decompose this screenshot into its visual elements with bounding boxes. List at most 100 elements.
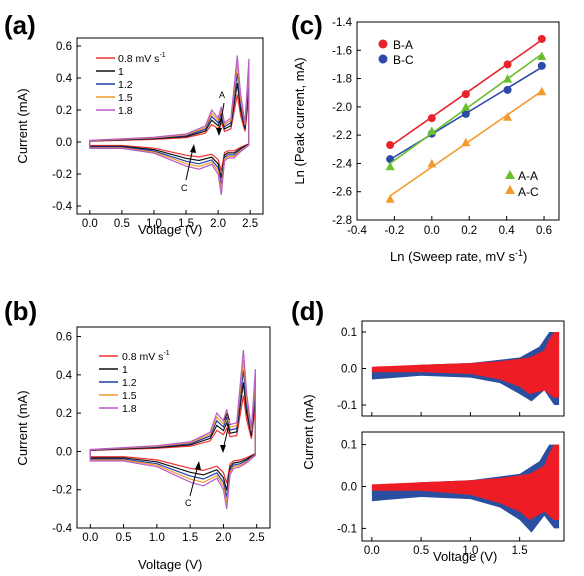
panel-d-ticks: 0.1 0.0 -0.1 0.1 0.0 -0.1 0.0 0.5 1.0 1.5 (337, 327, 527, 557)
legend-c-item-AA: A-A (518, 169, 538, 183)
panel-a-ylabel: Current (mA) (15, 88, 30, 163)
panel-c-marks (385, 34, 547, 203)
panel-b-ticks: 0.0 0.5 1.0 1.5 2.0 2.5 -0.4 -0.2 0.0 0.2 0.4 0.6 (52, 332, 265, 544)
ytick-label-c: -2.4 (332, 158, 352, 170)
xtick-label-a: 2.0 (210, 218, 226, 230)
ytick-label-c: -1.4 (332, 17, 352, 29)
xtick-label-b: 1.5 (182, 532, 198, 544)
xtick-label-d: 1.0 (462, 545, 478, 557)
xtick-label-b: 0.0 (82, 532, 98, 544)
panel-a-xlabel: Voltage (V) (138, 222, 202, 237)
panel-a-arrowhead-C (190, 144, 196, 153)
ytick-label-c: -2.0 (332, 102, 352, 114)
panel-b-arrowhead-A (220, 445, 226, 453)
legend-c-item-BA: B-A (393, 38, 413, 52)
panel-c-xlabel: Ln (Sweep rate, mV s-1) (390, 248, 527, 264)
panel-b-annot-C: C (185, 498, 192, 508)
data-point-B-C (537, 61, 546, 70)
legend-a-item-4: 1.5 (118, 92, 133, 104)
legend-b-item-3: 1.2 (122, 377, 137, 389)
panel-a-annot-C: C (181, 183, 188, 193)
data-point-A-C (537, 86, 547, 96)
ytick-label-c: -1.6 (332, 45, 352, 57)
xtick-label-a: 0.0 (82, 218, 98, 230)
panel-c-ylabel: Ln (Peak current, mA) (292, 57, 307, 184)
panel-c-legend: B-A B-C A-A A-C (378, 38, 539, 199)
ytick-label-b: -0.4 (52, 523, 72, 535)
panel-b-legend: 0.8 mV s-1 1 1.2 1.5 1.8 (99, 350, 170, 415)
area-red-2 (371, 444, 560, 520)
ytick-label-b: 0.0 (56, 446, 72, 458)
data-point-A-A (427, 126, 437, 135)
cv-curve-b-3 (89, 370, 256, 498)
ytick-label-d: 0.1 (341, 327, 357, 339)
xtick-label-d: 0.5 (413, 545, 429, 557)
panel-c: (c) -0.4 -0.2 0.0 0.2 0.4 0.6 -2.8 -2.6 -2.4 -2.2… (291, 10, 560, 264)
xtick-label-a: 2.5 (242, 218, 258, 230)
ytick-label-d: 0.0 (341, 364, 357, 376)
legend-c-marker-AC (505, 185, 515, 194)
xtick-label-c: 0.2 (461, 225, 477, 237)
data-point-A-A (461, 102, 471, 111)
legend-a-item-3: 1.2 (118, 79, 133, 91)
ytick-label-d: -0.1 (337, 523, 357, 535)
panel-a-arrow-C (185, 147, 194, 181)
area-red-1 (371, 332, 560, 398)
xtick-label-b: 2.5 (249, 532, 265, 544)
data-point-A-A (537, 51, 547, 60)
panel-b-curves (89, 349, 256, 510)
legend-c-marker-BA (378, 39, 388, 49)
ytick-label-a: -0.4 (52, 201, 72, 213)
panel-a-arrowhead-A (216, 128, 222, 136)
panel-a-legend: 0.8 mV s-1 1 1.2 1.5 1.8 (96, 52, 166, 117)
panel-a-label: (a) (4, 10, 36, 40)
legend-b-item-1: 0.8 mV s-1 (122, 350, 170, 363)
panel-d-label: (d) (291, 296, 324, 326)
data-point-B-A (503, 60, 512, 69)
data-point-B-C (461, 109, 470, 118)
data-point-A-C (503, 112, 513, 121)
ytick-label-b: 0.2 (56, 408, 72, 420)
xtick-label-c: 0.4 (499, 225, 516, 237)
data-point-B-A (427, 114, 436, 123)
data-point-B-C (503, 85, 512, 94)
panel-d: (d) 0.1 0.0 -0.1 0.1 0.0 -0.1 0.0 0.5 1.0 1.5 Vol… (291, 296, 565, 564)
panel-b-label: (b) (4, 296, 37, 326)
ytick-label-a: 0.2 (56, 105, 72, 117)
legend-a-item-1: 0.8 mV s-1 (118, 52, 166, 65)
xtick-label-b: 0.5 (116, 532, 132, 544)
cv-curve-a-5 (89, 55, 250, 195)
data-point-B-A (537, 34, 546, 43)
ytick-label-a: 0.4 (56, 73, 73, 85)
panel-a-annot-A: A (219, 90, 225, 100)
panel-c-ticks: -0.4 -0.2 0.0 0.2 0.4 0.6 -2.8 -2.6 -2.4 -2.2 -2.0… (332, 17, 552, 237)
panel-d-fills (371, 332, 560, 533)
ytick-label-a: 0.0 (56, 137, 72, 149)
xtick-label-c: 0.6 (536, 225, 552, 237)
ytick-label-b: -0.2 (52, 485, 72, 497)
data-point-A-C (461, 137, 471, 147)
data-point-B-A (386, 141, 395, 150)
data-point-A-A (503, 74, 513, 83)
panel-b-ylabel: Current (mA) (15, 390, 30, 465)
ytick-label-c: -2.2 (332, 130, 352, 142)
data-point-B-A (461, 90, 470, 99)
legend-b-item-2: 1 (122, 364, 128, 376)
panel-a-ticks: 0.0 0.5 1.0 1.5 2.0 2.5 -0.4 -0.2 0.0 0.2 0.4 0.6 (52, 41, 258, 230)
legend-b-item-4: 1.5 (122, 390, 137, 402)
legend-c-marker-BC (378, 54, 388, 64)
data-point-A-A (385, 161, 395, 171)
ytick-label-a: 0.6 (56, 41, 72, 53)
cv-curve-b-5 (89, 349, 256, 510)
legend-c-item-BC: B-C (393, 53, 414, 67)
panel-b-frame (76, 326, 271, 529)
xtick-label-c: -0.2 (384, 225, 404, 237)
legend-c-marker-AA (505, 170, 515, 179)
xtick-label-a: 0.5 (114, 218, 130, 230)
panel-d-xlabel: Voltage (V) (433, 549, 497, 564)
ytick-label-a: -0.2 (52, 169, 72, 181)
ytick-label-d: 0.0 (341, 482, 357, 494)
xtick-label-d: 1.5 (512, 545, 528, 557)
panel-c-label: (c) (291, 10, 323, 40)
ytick-label-c: -2.8 (332, 215, 352, 227)
